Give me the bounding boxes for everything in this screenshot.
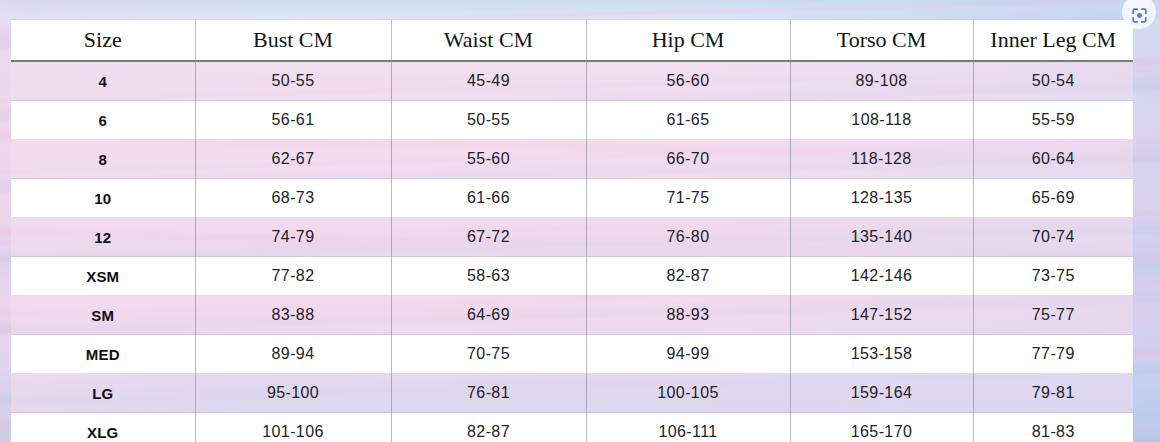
measurement-cell: 61-66	[391, 179, 586, 218]
measurement-cell: 159-164	[790, 374, 973, 413]
measurement-cell: 82-87	[586, 257, 790, 296]
measurement-cell: 135-140	[790, 218, 973, 257]
table-row: SM83-8864-6988-93147-15275-77	[11, 296, 1133, 335]
table-row: 1274-7967-7276-80135-14070-74	[11, 218, 1133, 257]
measurement-cell: 82-87	[391, 413, 586, 442]
table-row: XSM77-8258-6382-87142-14673-75	[11, 257, 1133, 296]
table-row: 656-6150-5561-65108-11855-59	[11, 101, 1133, 140]
size-label: SM	[11, 296, 195, 335]
size-label: XLG	[11, 413, 195, 442]
size-label: LG	[11, 374, 195, 413]
measurement-cell: 68-73	[195, 179, 391, 218]
measurement-cell: 62-67	[195, 140, 391, 179]
measurement-cell: 50-55	[391, 101, 586, 140]
measurement-cell: 81-83	[973, 413, 1133, 442]
measurement-cell: 147-152	[790, 296, 973, 335]
measurement-cell: 50-55	[195, 61, 391, 101]
measurement-cell: 56-60	[586, 61, 790, 101]
measurement-cell: 118-128	[790, 140, 973, 179]
column-header-waist: Waist CM	[391, 20, 586, 62]
measurement-cell: 101-106	[195, 413, 391, 442]
measurement-cell: 74-79	[195, 218, 391, 257]
measurement-cell: 70-75	[391, 335, 586, 374]
size-label: 4	[11, 61, 195, 101]
measurement-cell: 70-74	[973, 218, 1133, 257]
column-header-torso: Torso CM	[790, 20, 973, 62]
measurement-cell: 106-111	[586, 413, 790, 442]
size-label: 12	[11, 218, 195, 257]
measurement-cell: 55-60	[391, 140, 586, 179]
measurement-cell: 56-61	[195, 101, 391, 140]
size-label: 8	[11, 140, 195, 179]
measurement-cell: 60-64	[973, 140, 1133, 179]
measurement-cell: 77-79	[973, 335, 1133, 374]
measurement-cell: 95-100	[195, 374, 391, 413]
column-header-bust: Bust CM	[195, 20, 391, 62]
header-row: Size Bust CM Waist CM Hip CM Torso CM In…	[11, 20, 1133, 62]
size-label: MED	[11, 335, 195, 374]
column-header-hip: Hip CM	[586, 20, 790, 62]
measurement-cell: 64-69	[391, 296, 586, 335]
measurement-cell: 79-81	[973, 374, 1133, 413]
measurement-cell: 73-75	[973, 257, 1133, 296]
measurement-cell: 88-93	[586, 296, 790, 335]
measurement-cell: 58-63	[391, 257, 586, 296]
column-header-size: Size	[11, 20, 195, 62]
measurement-cell: 94-99	[586, 335, 790, 374]
size-chart-table: Size Bust CM Waist CM Hip CM Torso CM In…	[11, 19, 1133, 442]
measurement-cell: 128-135	[790, 179, 973, 218]
lens-capture-icon[interactable]	[1122, 0, 1156, 29]
measurement-cell: 65-69	[973, 179, 1133, 218]
table-row: MED89-9470-7594-99153-15877-79	[11, 335, 1133, 374]
measurement-cell: 50-54	[973, 61, 1133, 101]
size-label: 6	[11, 101, 195, 140]
table-row: LG95-10076-81100-105159-16479-81	[11, 374, 1133, 413]
measurement-cell: 71-75	[586, 179, 790, 218]
measurement-cell: 61-65	[586, 101, 790, 140]
measurement-cell: 153-158	[790, 335, 973, 374]
size-label: 10	[11, 179, 195, 218]
measurement-cell: 76-80	[586, 218, 790, 257]
table-row: 862-6755-6066-70118-12860-64	[11, 140, 1133, 179]
measurement-cell: 66-70	[586, 140, 790, 179]
table-row: 450-5545-4956-6089-10850-54	[11, 61, 1133, 101]
measurement-cell: 75-77	[973, 296, 1133, 335]
measurement-cell: 67-72	[391, 218, 586, 257]
measurement-cell: 100-105	[586, 374, 790, 413]
size-label: XSM	[11, 257, 195, 296]
measurement-cell: 55-59	[973, 101, 1133, 140]
measurement-cell: 89-94	[195, 335, 391, 374]
measurement-cell: 83-88	[195, 296, 391, 335]
measurement-cell: 108-118	[790, 101, 973, 140]
table-row: XLG101-10682-87106-111165-17081-83	[11, 413, 1133, 442]
measurement-cell: 76-81	[391, 374, 586, 413]
column-header-inner-leg: Inner Leg CM	[973, 20, 1133, 62]
measurement-cell: 89-108	[790, 61, 973, 101]
measurement-cell: 45-49	[391, 61, 586, 101]
table-row: 1068-7361-6671-75128-13565-69	[11, 179, 1133, 218]
measurement-cell: 77-82	[195, 257, 391, 296]
measurement-cell: 165-170	[790, 413, 973, 442]
measurement-cell: 142-146	[790, 257, 973, 296]
